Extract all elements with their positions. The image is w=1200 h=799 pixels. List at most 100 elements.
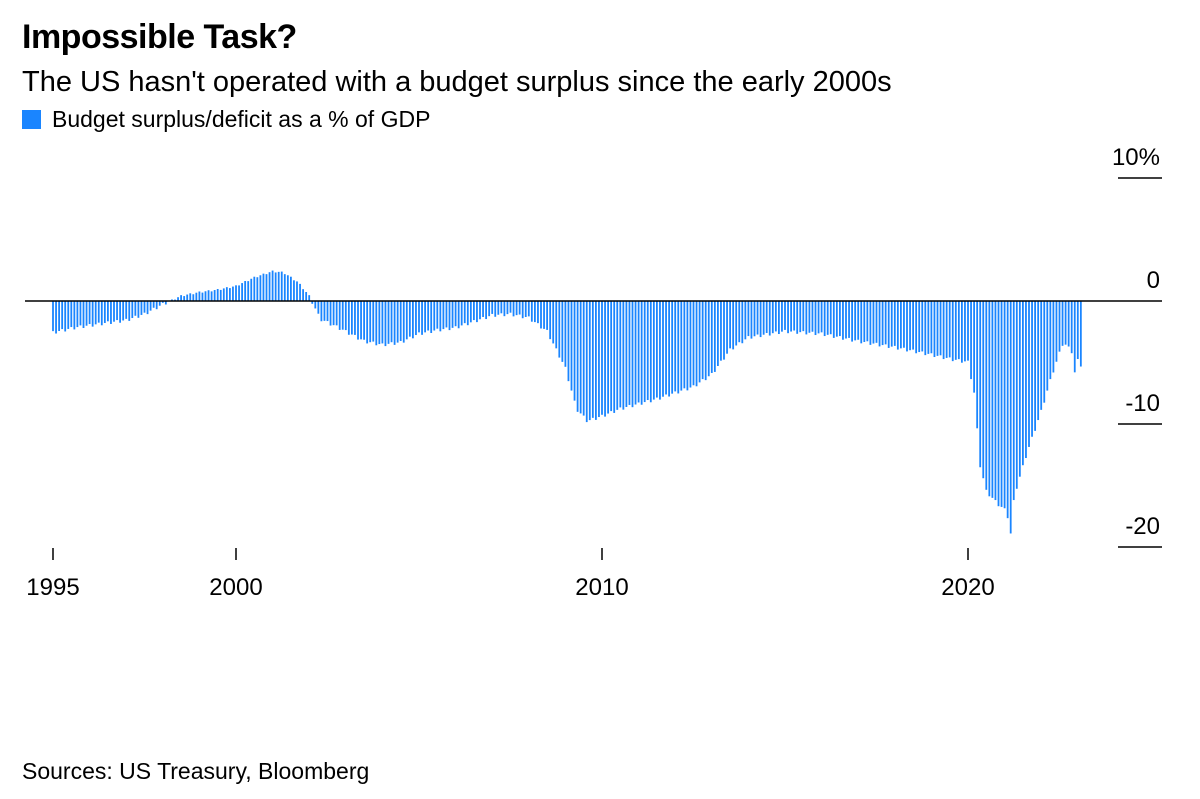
bar bbox=[183, 296, 186, 301]
bar bbox=[601, 301, 603, 415]
bar bbox=[64, 301, 67, 332]
bar bbox=[55, 301, 57, 334]
bar bbox=[1079, 301, 1082, 367]
bar bbox=[195, 292, 198, 301]
bar bbox=[277, 271, 280, 301]
bar bbox=[735, 301, 738, 346]
x-axis: 1995 2000 2010 2020 bbox=[26, 548, 995, 601]
bar bbox=[128, 301, 131, 321]
bar bbox=[637, 301, 640, 403]
bar bbox=[469, 301, 472, 323]
bar bbox=[177, 297, 179, 301]
bar bbox=[94, 301, 97, 325]
bar bbox=[67, 301, 70, 329]
bar bbox=[70, 301, 73, 328]
bar bbox=[497, 301, 500, 315]
bar bbox=[113, 301, 115, 322]
bar bbox=[512, 301, 515, 317]
bar bbox=[741, 301, 744, 344]
legend-swatch bbox=[22, 110, 41, 129]
bar bbox=[839, 301, 841, 337]
bar bbox=[396, 301, 399, 343]
bar bbox=[668, 301, 670, 397]
bar bbox=[1040, 301, 1043, 410]
bar bbox=[250, 278, 253, 301]
bar bbox=[149, 301, 152, 311]
bar bbox=[598, 301, 600, 418]
bar bbox=[180, 295, 182, 301]
bar bbox=[119, 301, 121, 323]
bar bbox=[787, 301, 789, 334]
bar bbox=[683, 301, 686, 389]
x-tick-label: 2010 bbox=[575, 574, 628, 601]
bar bbox=[631, 301, 634, 408]
bar bbox=[936, 301, 939, 356]
bar bbox=[241, 283, 243, 301]
bar bbox=[747, 301, 750, 337]
bar bbox=[161, 301, 164, 303]
bar bbox=[253, 276, 256, 301]
bar bbox=[189, 293, 192, 301]
bar bbox=[244, 281, 247, 301]
bar bbox=[1025, 301, 1027, 459]
bar bbox=[439, 301, 442, 332]
bar bbox=[778, 301, 780, 335]
bar bbox=[433, 301, 436, 331]
bar bbox=[335, 301, 338, 326]
bar bbox=[622, 301, 625, 410]
bar bbox=[100, 301, 103, 326]
bar bbox=[957, 301, 960, 360]
bar bbox=[293, 280, 295, 301]
bar bbox=[52, 301, 54, 332]
bar bbox=[134, 301, 137, 316]
bar bbox=[573, 301, 576, 401]
bar bbox=[1037, 301, 1040, 421]
bar bbox=[527, 301, 530, 317]
bar bbox=[488, 301, 491, 317]
bar bbox=[570, 301, 573, 391]
bar bbox=[344, 301, 347, 331]
bar bbox=[323, 301, 326, 321]
bar bbox=[646, 301, 649, 401]
bar bbox=[103, 301, 106, 323]
bar bbox=[808, 301, 811, 333]
bar bbox=[91, 301, 94, 327]
bar bbox=[286, 275, 289, 301]
bar bbox=[76, 301, 79, 328]
bar bbox=[338, 301, 341, 330]
y-axis: 10% 0 -10 -20 bbox=[1112, 144, 1162, 548]
bar bbox=[854, 301, 857, 341]
bar bbox=[613, 301, 616, 413]
bar bbox=[906, 301, 908, 352]
bar bbox=[283, 274, 286, 301]
bar bbox=[1028, 301, 1030, 447]
bar bbox=[82, 301, 85, 329]
bar bbox=[1064, 301, 1067, 345]
bar bbox=[451, 301, 454, 328]
chart-subtitle: The US hasn't operated with a budget sur… bbox=[22, 66, 892, 98]
bar bbox=[976, 301, 979, 429]
bar bbox=[790, 301, 792, 332]
bar bbox=[1031, 301, 1033, 437]
bar bbox=[890, 301, 893, 347]
bar bbox=[509, 301, 512, 313]
bar bbox=[884, 301, 887, 345]
bar bbox=[982, 301, 985, 479]
bar bbox=[738, 301, 741, 343]
bar bbox=[909, 301, 911, 351]
bar bbox=[781, 301, 783, 332]
bar bbox=[347, 301, 350, 335]
y-tick-label: 0 bbox=[1147, 267, 1160, 294]
bar bbox=[393, 301, 396, 345]
bar bbox=[381, 301, 384, 344]
bar bbox=[662, 301, 664, 397]
bar bbox=[326, 301, 329, 322]
bar bbox=[595, 301, 597, 420]
bar bbox=[558, 301, 561, 358]
bar bbox=[402, 301, 405, 343]
bar bbox=[375, 301, 378, 346]
bar bbox=[491, 301, 494, 314]
bar bbox=[762, 301, 765, 335]
bar bbox=[656, 301, 658, 398]
bar bbox=[219, 289, 222, 301]
